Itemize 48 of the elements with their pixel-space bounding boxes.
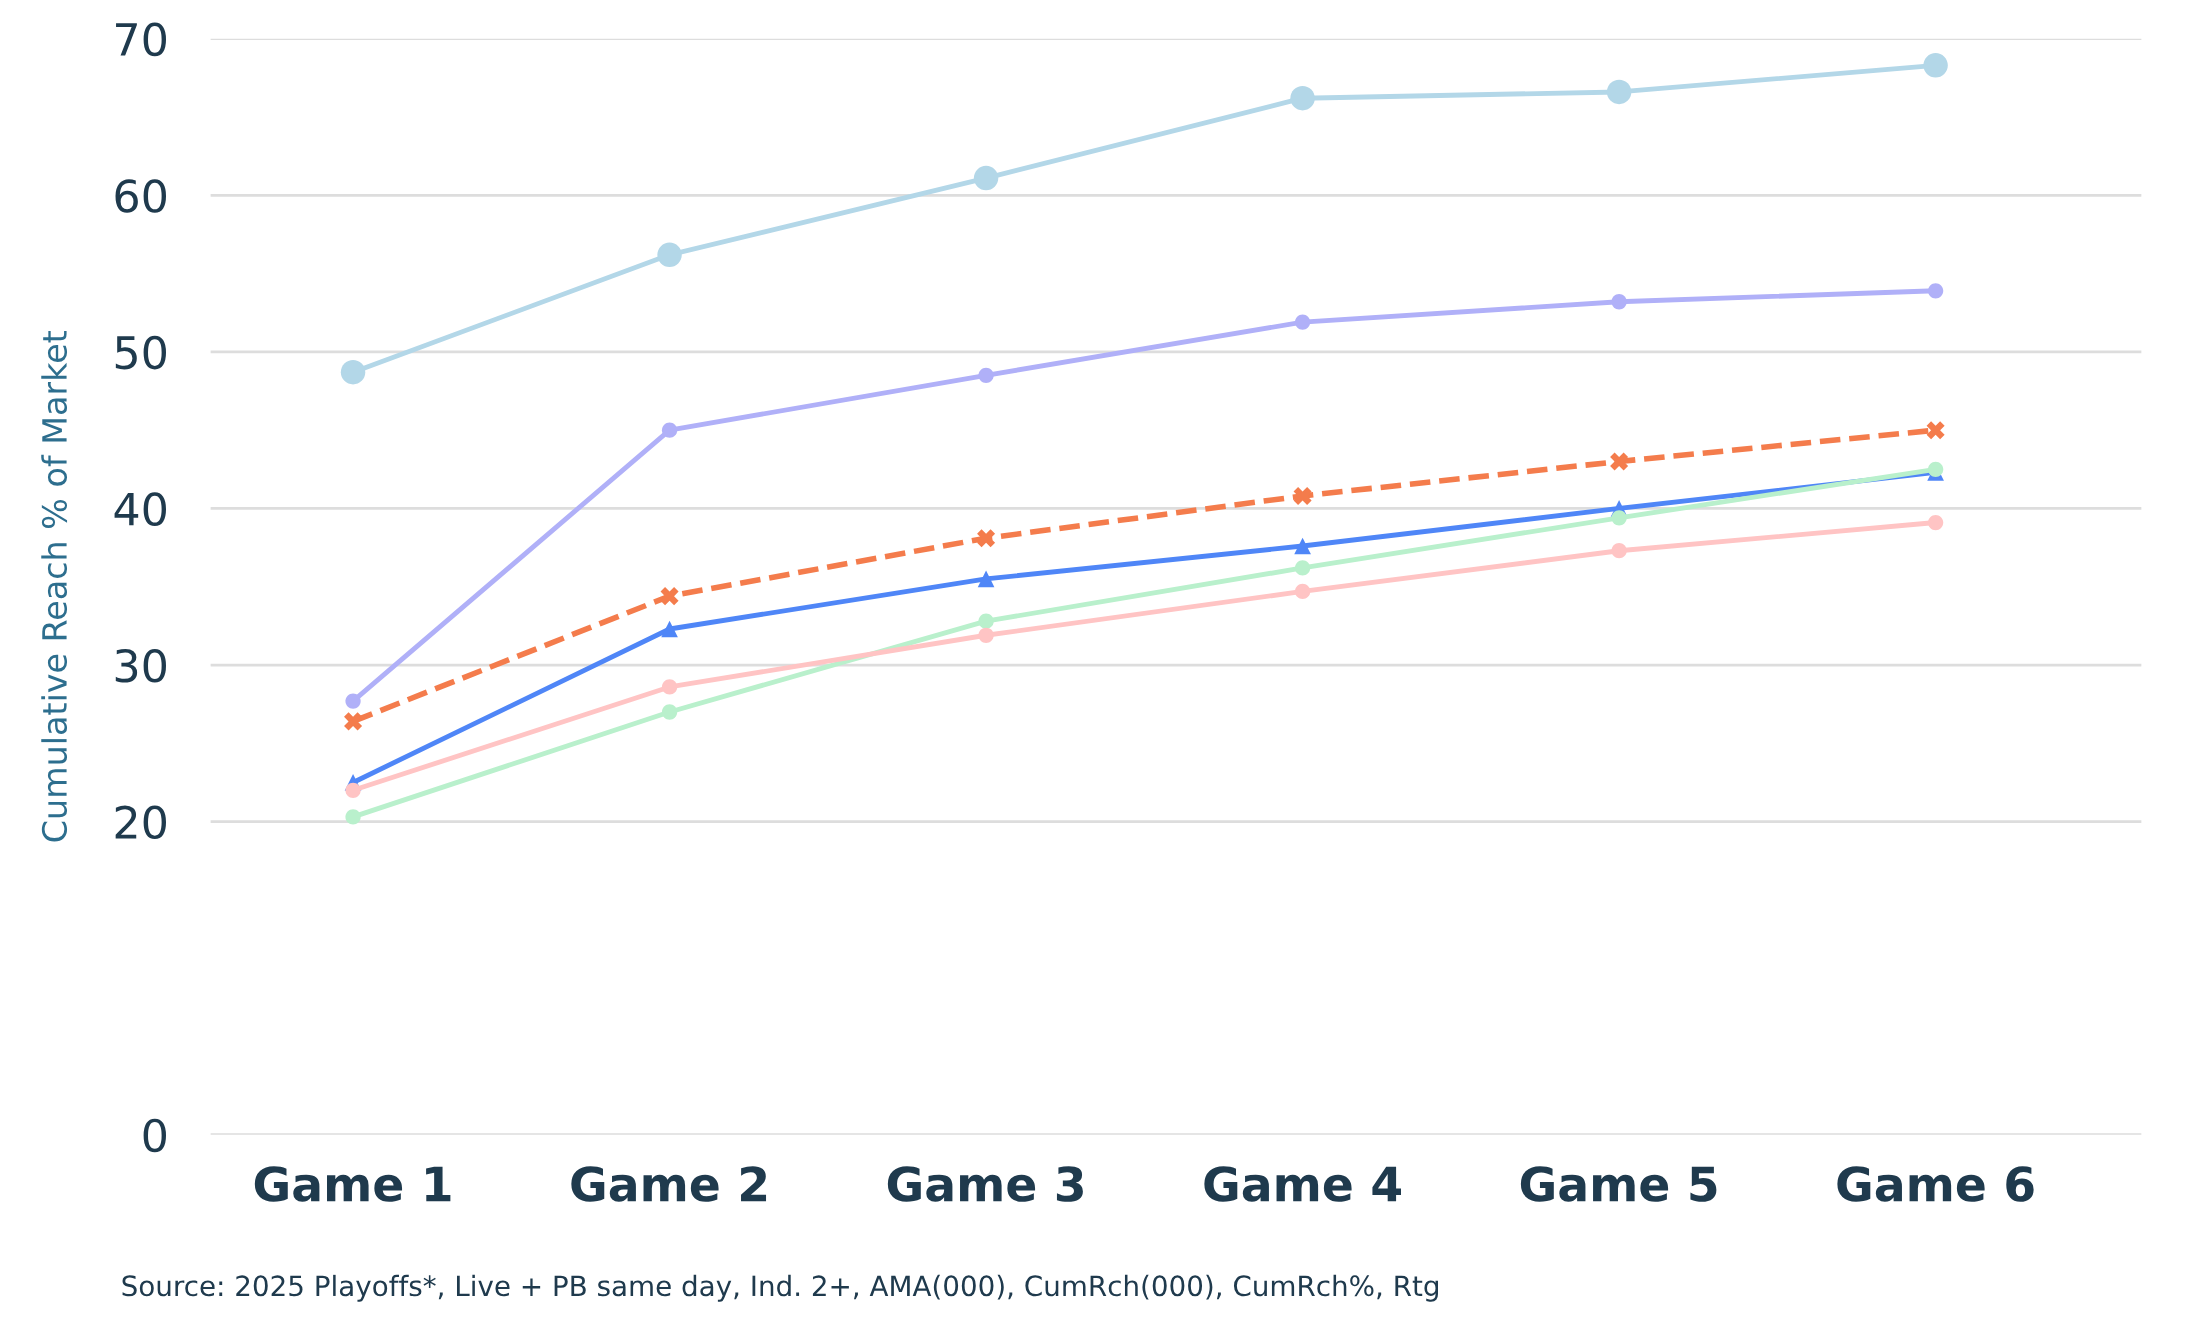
point [978,367,994,383]
point [978,627,994,643]
y-tick-label: 60 [115,179,167,213]
point [977,570,995,588]
point [1294,560,1311,576]
point [345,693,361,709]
point [1294,537,1311,555]
point [1611,543,1627,559]
point [978,613,994,629]
x-tick-label: Game 2 [571,1166,767,1202]
point [1610,452,1629,471]
point [345,809,361,825]
y-tick-label: 40 [114,492,167,526]
y-tick-label: 20 [115,805,167,840]
point [1293,486,1312,505]
y-tick-label: 0 [143,1118,167,1153]
point [1294,314,1311,330]
point [973,165,999,191]
x-tick-label: Game 3 [887,1166,1083,1202]
point [1926,421,1945,440]
point [1927,461,1944,477]
point [1927,514,1944,531]
x-tick-label: Game 6 [1837,1166,2034,1202]
point [344,712,363,731]
y-tick-label: 30 [115,648,167,683]
x-tick-label: Game 5 [1520,1166,1717,1202]
point [1611,294,1627,310]
point [661,422,678,438]
point [345,782,361,798]
point [661,679,678,695]
point [661,620,678,638]
x-tick-label: Game 1 [254,1166,451,1202]
point [660,587,679,606]
source-note: Source: 2025 Playoffs*, Live + PB same day, Ind. 2+, AMA(000), CumRch(000), CumRch%, Rtg [122,1274,1438,1302]
point [657,242,682,268]
point [1923,53,1948,78]
point [977,529,996,548]
y-tick-label: 70 [116,22,167,57]
point [340,360,366,385]
y-tick-label: 50 [115,335,167,370]
point [661,704,678,720]
point [1290,85,1315,111]
x-tick-label: Game 4 [1204,1166,1401,1202]
point [1606,79,1632,105]
point [1927,283,1944,299]
point [1294,583,1311,600]
y-axis-title: Cumulative Reach % of Market [41,331,68,842]
point [1611,510,1627,526]
